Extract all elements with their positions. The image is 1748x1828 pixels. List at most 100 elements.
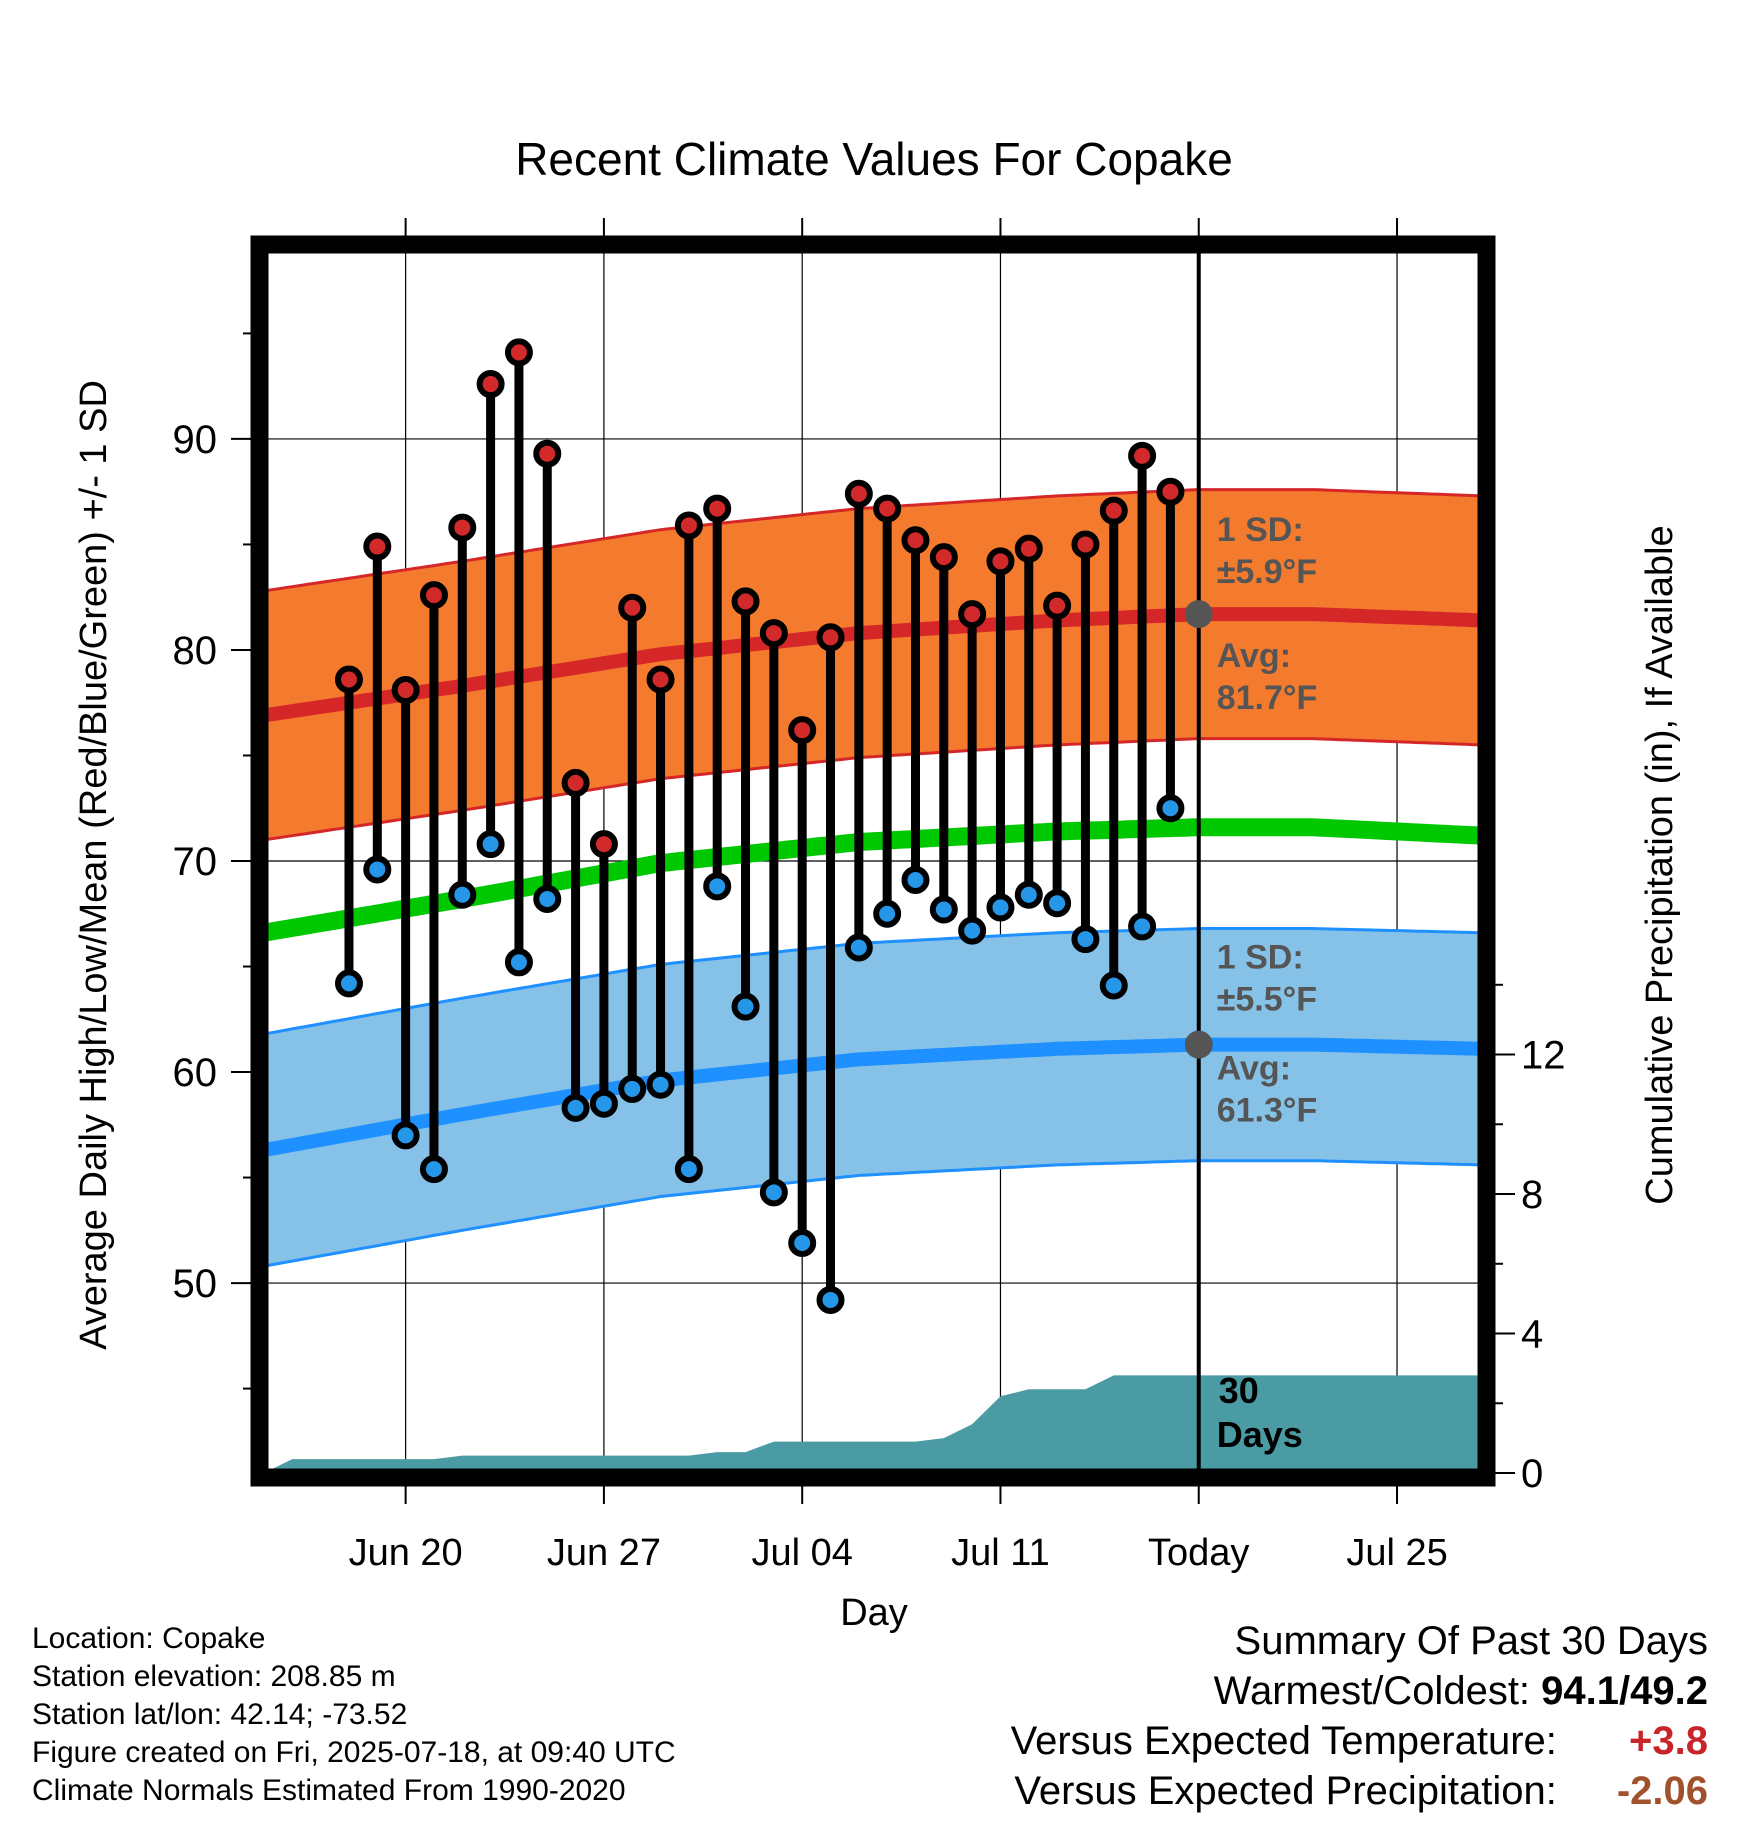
daily-low-point — [533, 884, 562, 913]
daily-low-point — [844, 933, 873, 962]
summary-panel: Summary Of Past 30 Days Warmest/Coldest:… — [1011, 1616, 1708, 1816]
daily-high-point — [759, 619, 788, 648]
daily-low-point — [674, 1155, 703, 1184]
low-avg-value: 61.3°F — [1217, 1092, 1318, 1130]
summary-precip-row: Versus Expected Precipitation: -2.06 — [1011, 1766, 1708, 1816]
daily-low-point — [1156, 794, 1185, 823]
daily-low-point — [1014, 880, 1043, 909]
daily-high-point — [1156, 477, 1185, 506]
daily-low-point — [646, 1070, 675, 1099]
daily-high-point — [929, 543, 958, 572]
daily-high-point — [901, 526, 930, 555]
daily-low-point — [816, 1285, 845, 1314]
daily-low-point — [391, 1121, 420, 1150]
station-info: Location: Copake Station elevation: 208.… — [32, 1620, 676, 1810]
daily-low-point — [419, 1155, 448, 1184]
created-text: Figure created on Fri, 2025-07-18, at 09… — [32, 1736, 676, 1769]
y-tick-label: 70 — [173, 840, 218, 884]
daily-high-point — [391, 676, 420, 705]
normal-mean-line — [264, 818, 1482, 942]
x-tick-label: Jul 04 — [751, 1532, 852, 1574]
daily-high-point — [363, 532, 392, 561]
low-avg-label: Avg: — [1217, 1050, 1291, 1088]
daily-high-point — [1128, 441, 1157, 470]
daily-low-point — [929, 895, 958, 924]
daily-high-point — [618, 593, 647, 622]
daily-high-point — [674, 511, 703, 540]
daily-low-point — [363, 855, 392, 884]
daily-high-point — [476, 370, 505, 399]
daily-high-point — [731, 587, 760, 616]
daily-low-point — [504, 948, 533, 977]
normal-high-line — [264, 607, 1482, 723]
warmest-label: Warmest/Coldest: — [1213, 1669, 1531, 1713]
chart-title: Recent Climate Values For Copake — [515, 133, 1233, 185]
daily-high-point — [646, 665, 675, 694]
daily-high-point — [958, 600, 987, 629]
latlon-text: Station lat/lon: 42.14; -73.52 — [32, 1698, 408, 1731]
daily-high-point — [419, 581, 448, 610]
low-sd-band-lower-edge — [264, 1159, 1482, 1268]
days-label: Days — [1217, 1414, 1303, 1455]
y-tick-label: 80 — [173, 629, 218, 673]
precip-value: -2.06 — [1616, 1769, 1708, 1813]
x-tick-label: Jun 27 — [547, 1532, 661, 1574]
high-avg-label: Avg: — [1217, 637, 1291, 675]
daily-low-point — [986, 893, 1015, 922]
days-count: 30 — [1219, 1370, 1259, 1411]
daily-low-point — [901, 865, 930, 894]
daily-low-point — [1043, 889, 1072, 918]
daily-low-point — [618, 1074, 647, 1103]
daily-low-point — [958, 916, 987, 945]
daily-low-point — [589, 1089, 618, 1118]
low-sd-label: 1 SD: — [1217, 939, 1304, 977]
y2-tick-label: 4 — [1521, 1313, 1543, 1357]
plot-frame — [250, 235, 1496, 1487]
daily-low-point — [703, 872, 732, 901]
y-tick-label: 60 — [173, 1051, 218, 1095]
low-sd-band-upper-edge — [264, 927, 1482, 1036]
x-tick-label: Today — [1148, 1532, 1249, 1574]
daily-high-point — [703, 494, 732, 523]
daily-high-point — [448, 513, 477, 542]
low-sd-value: ±5.5°F — [1217, 981, 1317, 1019]
high-sd-label: 1 SD: — [1217, 511, 1304, 549]
daily-high-point — [533, 439, 562, 468]
y-axis-label: Average Daily High/Low/Mean (Red/Blue/Gr… — [73, 380, 115, 1350]
today-low-avg-marker — [1184, 1030, 1213, 1059]
normals-text: Climate Normals Estimated From 1990-2020 — [32, 1774, 626, 1807]
low-sd-band — [264, 928, 1482, 1267]
y2-tick-label: 12 — [1521, 1034, 1566, 1078]
daily-high-point — [334, 665, 363, 694]
daily-low-point — [476, 830, 505, 859]
y2-axis-label: Cumulative Precipitation (in), If Availa… — [1639, 525, 1681, 1204]
daily-high-point — [788, 716, 817, 745]
high-sd-band — [264, 489, 1482, 840]
location-text: Location: Copake — [32, 1622, 266, 1655]
daily-low-point — [873, 899, 902, 928]
precip-area — [264, 1375, 1482, 1473]
daily-high-point — [1043, 591, 1072, 620]
high-sd-band-upper-edge — [264, 488, 1482, 593]
daily-low-point — [1071, 925, 1100, 954]
daily-low-point — [788, 1228, 817, 1257]
y2-tick-label: 0 — [1521, 1452, 1543, 1496]
summary-temp-row: Versus Expected Temperature: +3.8 — [1011, 1716, 1708, 1766]
daily-low-point — [731, 992, 760, 1021]
daily-low-point — [334, 969, 363, 998]
high-sd-value: ±5.9°F — [1217, 553, 1317, 591]
daily-high-point — [816, 623, 845, 652]
x-tick-label: Jul 11 — [951, 1532, 1050, 1574]
daily-high-point — [986, 547, 1015, 576]
daily-high-point — [1071, 530, 1100, 559]
daily-high-point — [561, 768, 590, 797]
y-tick-label: 50 — [173, 1262, 218, 1306]
elevation-text: Station elevation: 208.85 m — [32, 1660, 396, 1693]
summary-warmest-row: Warmest/Coldest: 94.1/49.2 — [1011, 1666, 1708, 1716]
daily-high-point — [844, 479, 873, 508]
normal-low-line — [264, 1037, 1482, 1157]
daily-low-point — [561, 1093, 590, 1122]
daily-high-point — [1014, 534, 1043, 563]
warmest-value: 94.1/49.2 — [1541, 1669, 1708, 1713]
